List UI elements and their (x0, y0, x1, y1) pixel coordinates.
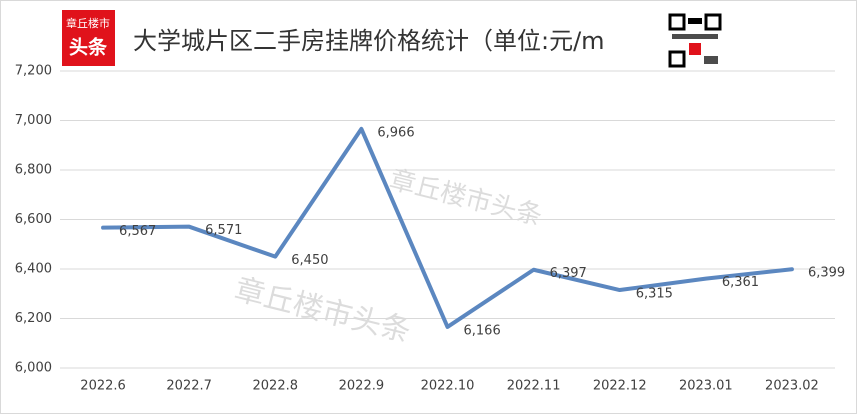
data-label: 6,399 (808, 266, 845, 281)
data-label: 6,315 (636, 287, 673, 302)
logo (62, 10, 115, 66)
y-tick-label: 6,000 (15, 361, 52, 376)
x-tick-label: 2023.01 (679, 379, 733, 394)
y-tick-label: 6,200 (15, 311, 52, 326)
x-tick-label: 2022.7 (166, 379, 212, 394)
data-label: 6,571 (205, 223, 242, 238)
logo-text: 头条 (69, 36, 108, 59)
data-label: 6,450 (291, 253, 328, 268)
x-tick-label: 2022.8 (253, 379, 299, 394)
x-tick-label: 2022.6 (80, 379, 126, 394)
x-tick-label: 2022.11 (507, 379, 561, 394)
data-line (101, 126, 794, 329)
logo-text: 章丘楼市 (66, 16, 110, 30)
y-tick-label: 7,000 (15, 113, 52, 128)
chart-title: 大学城片区二手房挂牌价格统计（单位:元/m (133, 27, 605, 55)
data-label: 6,166 (464, 323, 501, 338)
y-tick-label: 7,200 (15, 64, 52, 79)
y-tick-label: 6,800 (15, 163, 52, 178)
qr-code (668, 13, 722, 68)
x-tick-label: 2023.02 (765, 379, 819, 394)
data-label: 6,567 (119, 224, 156, 239)
y-tick-label: 6,400 (15, 262, 52, 277)
data-label: 6,397 (550, 266, 587, 281)
data-label: 6,966 (377, 125, 414, 140)
x-tick-label: 2022.10 (421, 379, 475, 394)
x-tick-label: 2022.9 (339, 379, 385, 394)
data-label: 6,361 (722, 275, 759, 290)
x-tick-label: 2022.12 (593, 379, 647, 394)
y-tick-label: 6,600 (15, 212, 52, 227)
